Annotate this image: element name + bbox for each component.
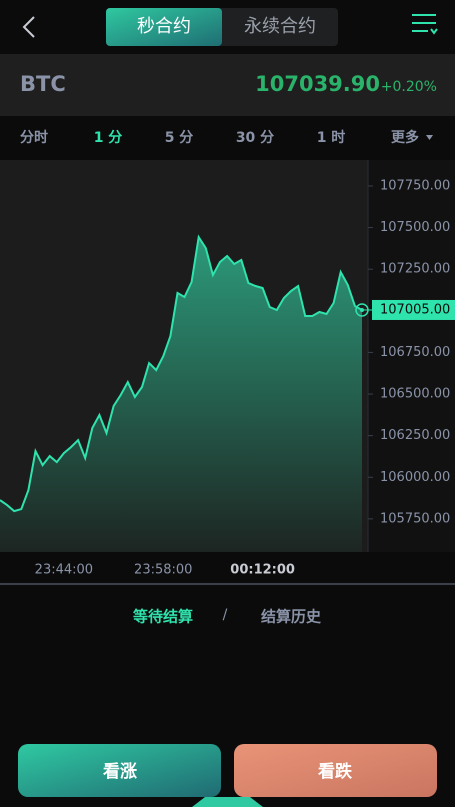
y-tick-label: 105750.00 [380, 511, 450, 526]
sell-button[interactable] [234, 744, 437, 797]
timeframe[interactable]: 更多 [391, 129, 419, 146]
timeframe[interactable]: 30 分 [236, 130, 274, 146]
timeframe[interactable]: 1 分 [94, 130, 123, 146]
current-price-label: 107005.00 [380, 302, 450, 317]
order-tab[interactable]: 结算历史 [261, 608, 322, 626]
home-indicator [192, 797, 263, 807]
back-button[interactable] [22, 16, 35, 38]
buy-button[interactable] [18, 744, 221, 797]
y-tick-label: 107500.00 [380, 220, 450, 235]
y-tick-label: 106000.00 [380, 470, 450, 485]
y-tick-label: 106750.00 [380, 345, 450, 360]
y-tick-label: 106500.00 [380, 387, 450, 402]
sell-label[interactable]: 看跌 [317, 761, 353, 782]
y-tick-label: 106250.00 [380, 428, 450, 443]
tab[interactable]: 秒合约 [137, 16, 191, 37]
order-tab[interactable]: 等待结算 [133, 608, 193, 626]
segment-active[interactable] [106, 8, 222, 46]
separator: / [223, 607, 228, 623]
dropdown-caret [426, 135, 433, 140]
y-tick-label: 107750.00 [380, 178, 450, 193]
line [0, 234, 363, 513]
axis-area [368, 160, 455, 552]
area [0, 237, 362, 552]
change: +0.20% [381, 79, 437, 95]
price: 107039.90 [255, 72, 380, 96]
x-tick-label: 23:44:00 [35, 563, 93, 578]
symbol: BTC [20, 72, 66, 96]
menu-icon[interactable] [412, 14, 438, 35]
timeframe[interactable]: 5 分 [165, 130, 194, 146]
ticker-bar [0, 54, 455, 116]
timeframe[interactable]: 分时 [20, 129, 48, 146]
tab[interactable]: 永续合约 [244, 16, 316, 37]
timeframe[interactable]: 1 时 [317, 129, 346, 146]
buy-label[interactable]: 看涨 [102, 761, 137, 782]
y-tick-label: 107250.00 [380, 262, 450, 277]
x-tick-label: 23:58:00 [134, 563, 192, 578]
current-price-tag [372, 299, 455, 320]
x-tick-label: 00:12:00 [230, 563, 295, 578]
